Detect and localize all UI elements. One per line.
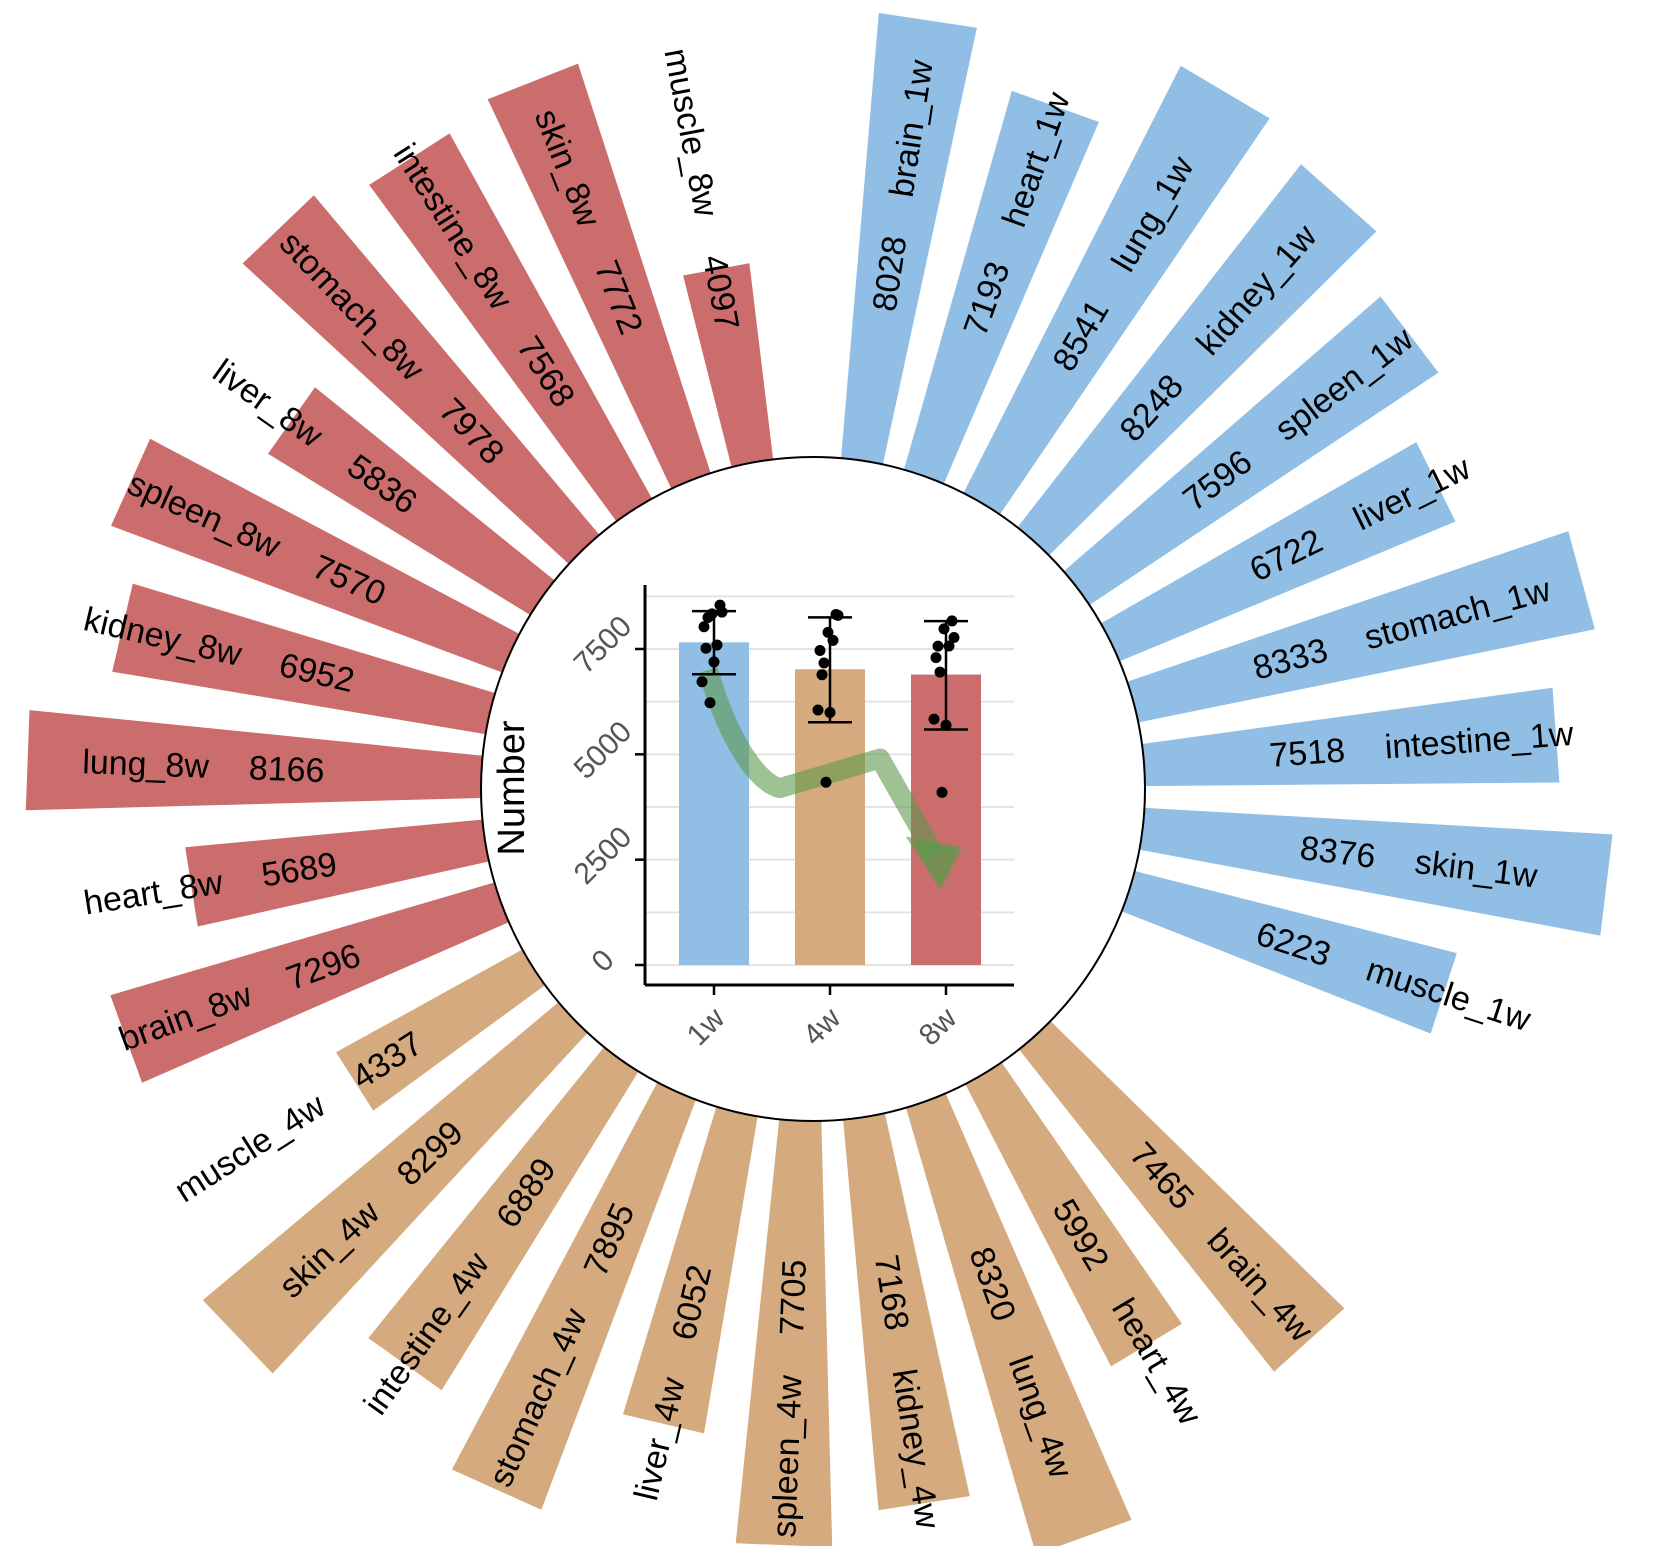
data-point: [812, 704, 824, 716]
bar-name: spleen_4w: [765, 1374, 809, 1538]
bar-lung_4w: [888, 1036, 1132, 1546]
data-point: [822, 626, 834, 638]
bar-stomach_8w: [242, 195, 640, 607]
data-point: [946, 615, 958, 627]
data-point: [698, 621, 710, 633]
data-point: [816, 669, 828, 681]
bar-value: 7705: [773, 1259, 814, 1336]
bar-label-lung_8w: lung_8w 8166: [82, 743, 326, 790]
bar-lung_8w: [25, 710, 545, 811]
bar-heart_4w: [936, 1011, 1182, 1367]
bar-muscle_1w: [1064, 855, 1457, 1034]
data-point: [824, 707, 836, 719]
bar-intestine_1w: [1080, 687, 1560, 787]
bar-spleen_1w: [1016, 296, 1439, 640]
data-point: [936, 786, 948, 798]
data-point: [696, 676, 708, 688]
bar-value: 7518: [1268, 731, 1346, 774]
bar-value: 8376: [1298, 829, 1378, 876]
bar-lung_1w: [935, 65, 1270, 566]
data-point: [934, 666, 946, 678]
bar-spleen_4w: [735, 1057, 833, 1546]
trend-arrow-head: [905, 836, 963, 892]
bar-muscle_4w: [336, 919, 596, 1111]
outer-bars: [25, 13, 1613, 1546]
bar-spleen_8w: [111, 438, 575, 695]
data-point: [940, 719, 952, 731]
inset-y-axis-label: Number: [491, 720, 533, 855]
bar-skin_8w: [487, 63, 730, 545]
data-point: [706, 608, 718, 620]
bar-skin_1w: [1078, 804, 1613, 936]
bar-skin_4w: [202, 962, 630, 1374]
bar-name: muscle_8w: [656, 45, 725, 220]
bar-label-muscle_8w: muscle_8w4097: [656, 45, 746, 333]
data-point: [704, 697, 716, 709]
data-point: [948, 632, 960, 644]
bar-heart_1w: [887, 90, 1099, 541]
bar-kidney_8w: [112, 583, 555, 745]
bar-brain_1w: [835, 13, 977, 525]
trend-arrow-path: [698, 667, 944, 861]
data-point: [832, 609, 844, 621]
bar-intestine_8w: [369, 133, 683, 572]
bar-label-spleen_4w: spleen_4w 7705: [765, 1259, 814, 1538]
data-point: [814, 644, 826, 656]
bar-stomach_4w: [451, 1027, 718, 1510]
data-point: [708, 656, 720, 668]
data-point: [932, 640, 944, 652]
bar-kidney_4w: [837, 1052, 970, 1511]
bar-brain_8w: [110, 865, 566, 1083]
bar-brain_4w: [980, 977, 1345, 1372]
bar-name: muscle_4w: [168, 1086, 332, 1210]
data-point: [711, 639, 723, 651]
data-point: [928, 713, 940, 725]
data-point: [820, 776, 832, 788]
bar-kidney_1w: [979, 164, 1377, 600]
data-point: [700, 642, 712, 654]
data-point: [938, 623, 950, 635]
data-point: [818, 657, 830, 669]
inset-points: [696, 599, 960, 798]
data-point: [827, 634, 839, 646]
bar-liver_8w: [268, 387, 603, 648]
bar-liver_1w: [1047, 442, 1456, 686]
bar-intestine_4w: [368, 998, 672, 1391]
bar-liver_4w: [623, 1047, 768, 1434]
data-point: [716, 606, 728, 618]
data-point: [930, 652, 942, 664]
data-point: [943, 640, 955, 652]
bar-stomach_1w: [1068, 531, 1595, 735]
bar-value: 8166: [248, 749, 325, 790]
bar-heart_8w: [185, 813, 550, 927]
trend-arrow: [698, 667, 963, 892]
bar-name: lung_8w: [82, 743, 210, 786]
